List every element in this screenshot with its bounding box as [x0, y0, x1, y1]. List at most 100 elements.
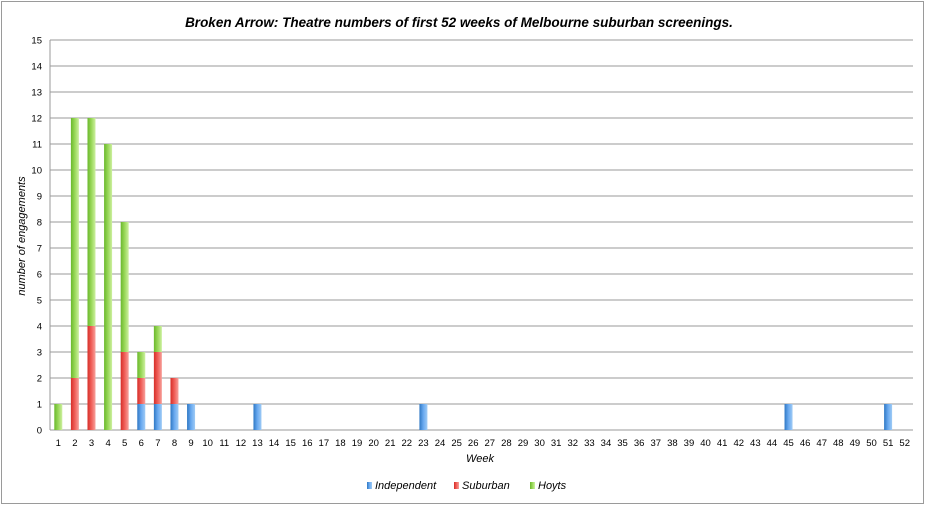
x-tick-label: 51 [883, 438, 894, 449]
x-axis-label: Week [466, 453, 494, 465]
x-tick-label: 33 [584, 438, 595, 449]
x-tick-label: 28 [501, 438, 512, 449]
bar-segment-suburban-week-3 [87, 326, 96, 430]
bar-segment-independent-week-6 [137, 404, 146, 430]
x-tick-label: 52 [899, 438, 910, 449]
bar-segment-hoyts-week-1 [54, 404, 63, 430]
x-tick-label: 37 [650, 438, 661, 449]
y-tick-label: 0 [37, 426, 42, 437]
bar-segment-independent-week-9 [187, 404, 196, 430]
x-tick-labels: 1 2 3 4 5 6 7 8 9 10 11 12 13 14 15 16 17 18 19 20 21 22 23 24 2… [56, 438, 910, 449]
y-tick-label: 5 [37, 296, 42, 307]
x-tick-label: 34 [601, 438, 612, 449]
x-tick-label: 9 [188, 438, 193, 449]
legend: Independent Suburban Hoyts [367, 480, 567, 492]
x-tick-label: 48 [833, 438, 844, 449]
x-tick-label: 15 [285, 438, 296, 449]
x-tick-label: 17 [319, 438, 330, 449]
x-tick-label: 39 [684, 438, 695, 449]
y-tick-label: 9 [37, 192, 42, 203]
y-tick-label: 8 [37, 218, 42, 229]
x-tick-label: 36 [634, 438, 645, 449]
legend-swatch-hoyts [530, 482, 535, 489]
legend-swatch-suburban [454, 482, 459, 489]
x-tick-label: 21 [385, 438, 396, 449]
x-tick-label: 23 [418, 438, 429, 449]
y-tick-label: 11 [32, 140, 42, 151]
x-tick-label: 5 [122, 438, 127, 449]
y-tick-label: 4 [37, 322, 42, 333]
x-tick-label: 24 [435, 438, 446, 449]
x-tick-label: 20 [368, 438, 379, 449]
y-tick-label: 13 [31, 88, 42, 99]
bar-segment-suburban-week-8 [170, 378, 179, 404]
x-tick-label: 12 [236, 438, 247, 449]
x-tick-label: 31 [551, 438, 562, 449]
x-tick-label: 22 [402, 438, 413, 449]
bar-segment-hoyts-week-6 [137, 352, 146, 378]
x-tick-label: 2 [72, 438, 77, 449]
y-tick-label: 2 [37, 374, 42, 385]
bar-segment-independent-week-8 [170, 404, 179, 430]
x-tick-label: 46 [800, 438, 811, 449]
x-tick-label: 8 [172, 438, 177, 449]
x-tick-label: 38 [667, 438, 678, 449]
bar-segment-independent-week-13 [253, 404, 262, 430]
legend-swatch-independent [367, 482, 372, 489]
legend-label-hoyts: Hoyts [538, 480, 567, 492]
y-tick-label: 1 [37, 400, 42, 411]
x-tick-label: 3 [89, 438, 94, 449]
bar-segment-independent-week-7 [153, 404, 162, 430]
y-tick-label: 15 [31, 36, 42, 47]
x-tick-label: 50 [866, 438, 877, 449]
x-tick-label: 45 [783, 438, 794, 449]
x-tick-label: 10 [202, 438, 213, 449]
bar-segment-independent-week-23 [419, 404, 428, 430]
x-tick-label: 1 [56, 438, 61, 449]
chart-title: Broken Arrow: Theatre numbers of first 5… [185, 15, 733, 30]
x-tick-label: 40 [700, 438, 711, 449]
y-axis-label: number of engagements [16, 176, 28, 296]
x-tick-label: 35 [617, 438, 628, 449]
x-tick-label: 11 [219, 438, 229, 449]
legend-label-suburban: Suburban [462, 480, 510, 492]
x-tick-label: 27 [485, 438, 496, 449]
bar-segment-hoyts-week-3 [87, 118, 96, 326]
x-tick-label: 32 [567, 438, 578, 449]
bar-segment-hoyts-week-7 [153, 326, 162, 352]
bar-segment-suburban-week-7 [153, 352, 162, 404]
y-tick-label: 6 [37, 270, 42, 281]
bar-segment-independent-week-45 [784, 404, 793, 430]
x-tick-label: 18 [335, 438, 346, 449]
bar-segment-suburban-week-6 [137, 378, 146, 404]
y-tick-label: 7 [37, 244, 42, 255]
y-tick-label: 12 [31, 114, 42, 125]
y-tick-label: 14 [31, 62, 42, 73]
x-tick-label: 42 [733, 438, 744, 449]
x-tick-label: 47 [816, 438, 827, 449]
x-tick-label: 4 [105, 438, 110, 449]
x-tick-label: 29 [518, 438, 529, 449]
x-tick-label: 16 [302, 438, 313, 449]
x-tick-label: 43 [750, 438, 761, 449]
bars [54, 118, 893, 430]
x-tick-label: 44 [767, 438, 778, 449]
x-tick-label: 6 [139, 438, 144, 449]
y-tick-label: 3 [37, 348, 42, 359]
y-tick-label: 10 [31, 166, 42, 177]
x-tick-label: 49 [850, 438, 861, 449]
gridlines [49, 39, 913, 431]
x-tick-label: 19 [352, 438, 363, 449]
x-tick-label: 26 [468, 438, 479, 449]
x-tick-label: 25 [451, 438, 462, 449]
legend-label-independent: Independent [375, 480, 437, 492]
x-tick-label: 14 [269, 438, 280, 449]
x-tick-label: 41 [717, 438, 728, 449]
bar-segment-suburban-week-5 [120, 352, 129, 430]
bar-segment-independent-week-51 [884, 404, 893, 430]
bar-segment-hoyts-week-4 [104, 144, 113, 430]
bar-segment-hoyts-week-5 [120, 222, 129, 352]
x-tick-label: 30 [534, 438, 545, 449]
